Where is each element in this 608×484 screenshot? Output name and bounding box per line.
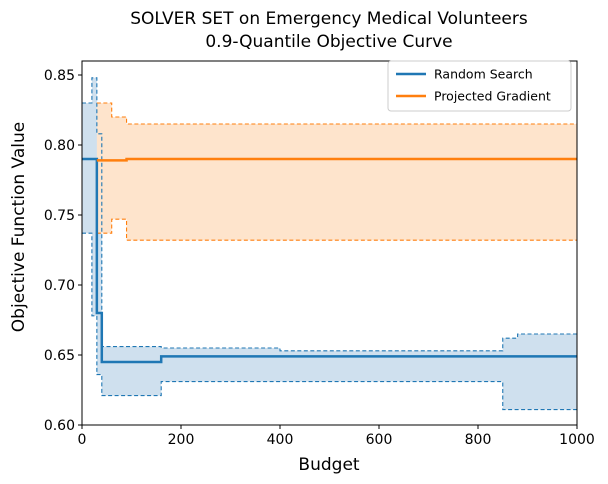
y-tick-label: 0.65 bbox=[44, 348, 75, 364]
y-axis-ticks: 0.60 0.65 0.70 0.75 0.80 0.85 bbox=[44, 68, 82, 434]
chart-subtitle: 0.9-Quantile Objective Curve bbox=[205, 32, 452, 52]
y-tick-label: 0.85 bbox=[44, 68, 75, 84]
x-axis-label: Budget bbox=[298, 455, 359, 475]
band-projected-gradient bbox=[96, 103, 577, 241]
y-tick-label: 0.70 bbox=[44, 278, 75, 294]
x-tick-label: 0 bbox=[78, 432, 87, 448]
x-tick-label: 800 bbox=[465, 432, 492, 448]
legend-box bbox=[387, 60, 572, 112]
y-axis-label: Objective Function Value bbox=[9, 122, 29, 332]
line-projected-gradient bbox=[96, 157, 577, 162]
lower-bound-random-search bbox=[82, 232, 577, 411]
upper-bound-random-search bbox=[82, 77, 577, 352]
chart-title: SOLVER SET on Emergency Medical Voluntee… bbox=[130, 9, 528, 29]
y-tick-label: 0.80 bbox=[44, 138, 75, 154]
band-random-search bbox=[82, 77, 577, 410]
legend-label-projected-gradient: Projected Gradient bbox=[434, 89, 551, 104]
y-tick-label: 0.60 bbox=[44, 418, 75, 434]
x-axis-ticks: 0 200 400 600 800 1000 bbox=[78, 425, 595, 448]
x-tick-label: 600 bbox=[366, 432, 393, 448]
x-tick-label: 200 bbox=[168, 432, 195, 448]
series-lines bbox=[82, 157, 577, 364]
x-tick-label: 1000 bbox=[559, 432, 595, 448]
x-tick-label: 400 bbox=[267, 432, 294, 448]
line-random-search bbox=[82, 157, 577, 364]
confidence-bands bbox=[82, 77, 577, 410]
legend: Random Search Projected Gradient bbox=[387, 60, 572, 112]
lower-bound-projected-gradient bbox=[96, 218, 577, 241]
legend-label-random-search: Random Search bbox=[434, 67, 533, 82]
confidence-bounds bbox=[82, 77, 577, 411]
upper-bound-projected-gradient bbox=[96, 102, 577, 125]
plot-frame bbox=[81, 60, 578, 426]
y-tick-label: 0.75 bbox=[44, 208, 75, 224]
